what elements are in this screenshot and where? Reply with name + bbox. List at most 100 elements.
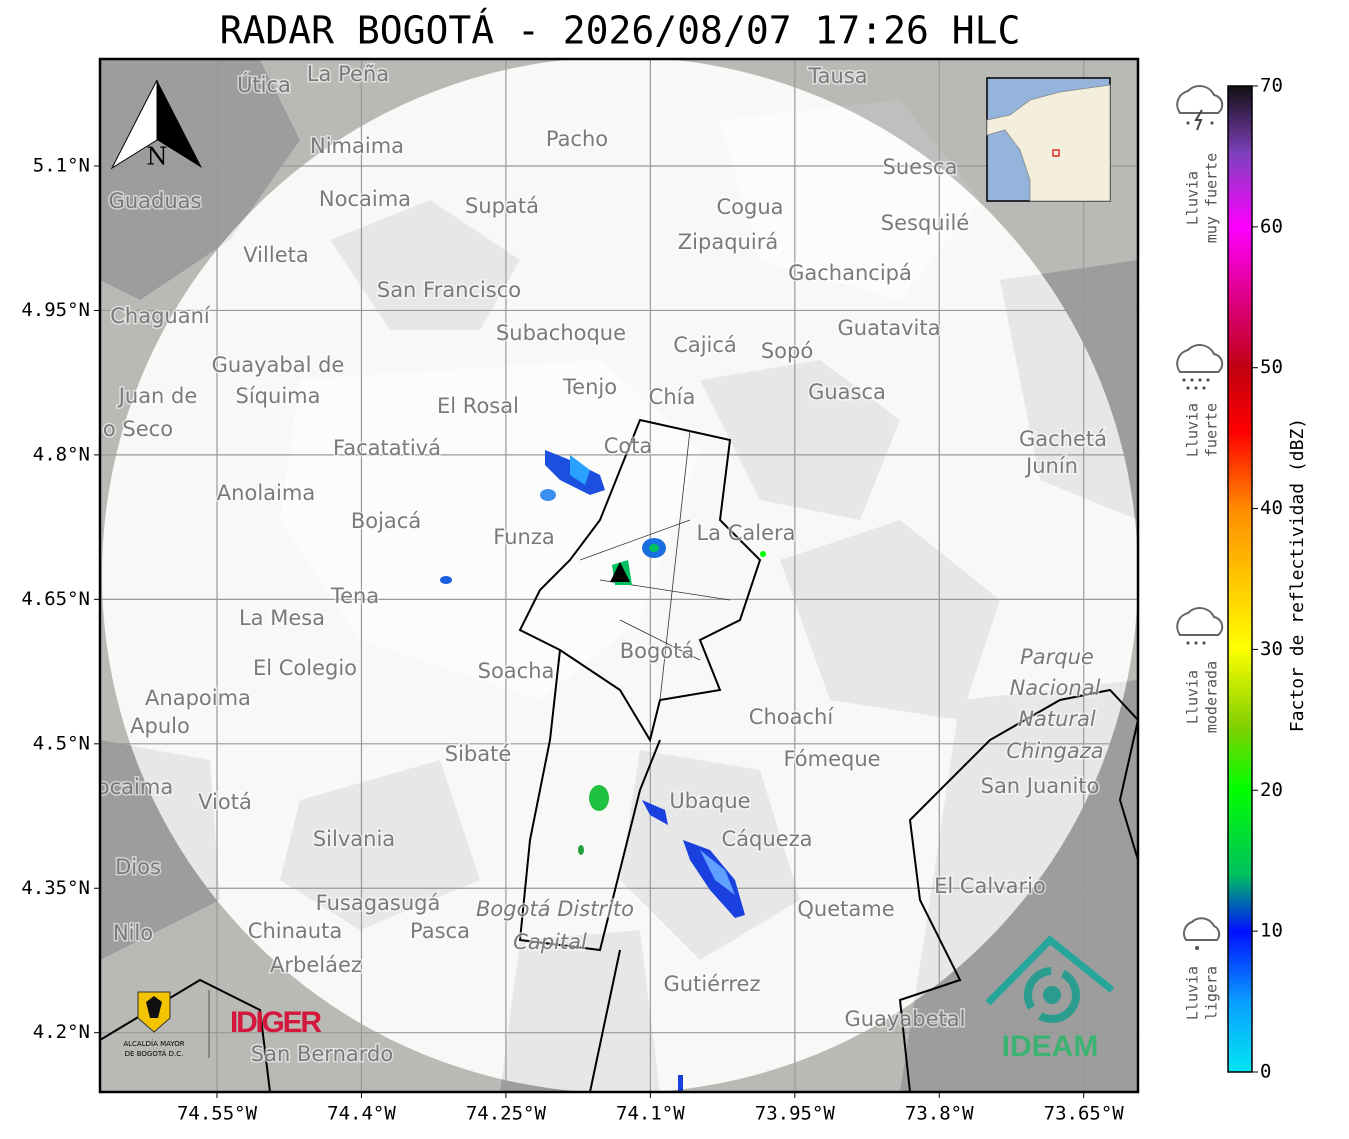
lat-tick-label: 4.35°N [21, 877, 90, 899]
place-label: Guaduas [109, 189, 202, 213]
place-label: Sopó [761, 339, 813, 363]
lon-tick-label: 73.8°W [905, 1103, 974, 1125]
place-label: Chinauta [248, 919, 342, 943]
place-label: Guayabetal [845, 1007, 966, 1031]
place-label: Gachancipá [788, 261, 912, 285]
legend-label: Lluvia [1184, 171, 1202, 225]
place-label: Bogotá Distrito [476, 897, 634, 921]
legend-label: Lluvia [1184, 403, 1202, 457]
ideam-logo: IDEAM [985, 935, 1115, 1063]
legend-label: moderada [1203, 661, 1221, 733]
place-label: Cogua [716, 195, 783, 219]
place-label: Ubaque [669, 789, 750, 813]
lat-tick-label: 4.95°N [21, 299, 90, 321]
place-label: La Calera [696, 521, 795, 545]
colorbar-tick-label: 40 [1260, 497, 1283, 519]
place-label: Subachoque [496, 321, 626, 345]
colorbar-ticks: 0 10 20 30 40 50 60 70 [1252, 75, 1283, 1083]
place-label: Fusagasugá [316, 891, 441, 915]
place-label: Apulo [130, 714, 190, 738]
place-label: Cota [604, 434, 653, 458]
place-label: Bojacá [351, 509, 421, 533]
place-label: Anolaima [217, 481, 315, 505]
lon-tick-label: 74.25°W [466, 1103, 547, 1125]
place-label: Zipaquirá [678, 230, 778, 254]
colorbar-tick-label: 0 [1260, 1061, 1271, 1083]
place-label: Gutiérrez [664, 972, 761, 996]
inset-map [986, 77, 1111, 202]
place-label: San Francisco [377, 278, 521, 302]
colorbar-tick-label: 70 [1260, 75, 1283, 97]
place-label: Juan de [117, 384, 198, 408]
legend-label: Lluvia [1184, 670, 1202, 724]
place-labels: La Peña Útica Tausa Pacho Nimaima Suesca Guadu… [97, 61, 1109, 1068]
compass: N [110, 79, 202, 171]
place-label: Sesquilé [881, 211, 969, 235]
radar-echoes [440, 450, 766, 1092]
place-label: Guatavita [838, 316, 941, 340]
compass-label: N [147, 143, 168, 171]
place-label: La Mesa [239, 606, 325, 630]
place-label: Capital [513, 930, 587, 954]
place-label: Anapoima [145, 686, 251, 710]
colorbar-tick-label: 20 [1260, 779, 1283, 801]
grid [100, 59, 1138, 1092]
localities [579, 429, 731, 701]
place-label: Nilo [113, 921, 153, 945]
place-label: Soacha [478, 659, 555, 683]
place-label: Supatá [465, 194, 539, 218]
colorbar-tick-label: 10 [1260, 920, 1283, 942]
place-label: Dios [115, 855, 161, 879]
place-label: Quetame [797, 897, 894, 921]
place-label: Pacho [546, 127, 608, 151]
lat-tick-label: 4.5°N [33, 732, 90, 754]
place-label: Choachí [749, 705, 835, 729]
place-label: Parque [1020, 645, 1094, 669]
lon-tick-label: 74.1°W [616, 1103, 685, 1125]
place-label: Tausa [807, 64, 867, 88]
lat-tick-label: 4.65°N [21, 588, 90, 610]
lon-tick-label: 74.55°W [177, 1103, 258, 1125]
place-label: Tenjo [562, 375, 617, 399]
alcaldia-text: ALCALDÍA MAYOR [123, 1039, 184, 1048]
colorbar-tick-label: 60 [1260, 215, 1283, 237]
lon-tick-label: 74.4°W [327, 1103, 396, 1125]
place-label: Arbeláez [270, 953, 362, 977]
place-label: San Juanito [981, 774, 1100, 798]
ideam-text: IDEAM [1002, 1030, 1099, 1063]
alcaldia-text: DE BOGOTÁ D.C. [125, 1049, 184, 1058]
idiger-logo: IDIGER [230, 1006, 322, 1039]
place-label: Pasca [410, 919, 470, 943]
lat-tick-label: 4.2°N [33, 1021, 90, 1043]
place-label: Viotá [198, 790, 252, 814]
place-label: Silvania [313, 827, 395, 851]
place-label: Guayabal de [212, 353, 345, 377]
place-label: Síquima [236, 384, 321, 408]
alcaldia-logo: ALCALDÍA MAYOR DE BOGOTÁ D.C. IDIGER [123, 990, 322, 1058]
place-label: Nocaima [319, 187, 411, 211]
colorbar [1227, 85, 1253, 1073]
place-label: o Seco [103, 417, 173, 441]
place-label: Nacional [1010, 676, 1101, 700]
map-frame [98, 57, 1140, 1094]
place-label: Bogotá [620, 639, 695, 663]
place-label: San Bernardo [251, 1042, 393, 1066]
lat-tick-label: 5.1°N [33, 155, 90, 177]
legend-label: ligera [1203, 966, 1221, 1020]
place-label: Sibaté [445, 742, 512, 766]
place-label: Natural [1018, 707, 1096, 731]
place-label: ocaima [97, 775, 173, 799]
place-label: La Peña [307, 62, 389, 86]
place-label: El Rosal [437, 394, 519, 418]
place-label: Cáqueza [722, 827, 813, 851]
title: RADAR BOGOTÁ - 2026/08/07 17:26 HLC [220, 9, 1021, 53]
place-label: Cajicá [673, 333, 737, 357]
place-label: Chía [649, 385, 696, 409]
place-label: Villeta [243, 243, 308, 267]
place-label: Útica [237, 72, 291, 97]
lat-tick-label: 4.8°N [33, 443, 90, 465]
place-label: Facatativá [333, 436, 441, 460]
radar-site [610, 562, 630, 582]
